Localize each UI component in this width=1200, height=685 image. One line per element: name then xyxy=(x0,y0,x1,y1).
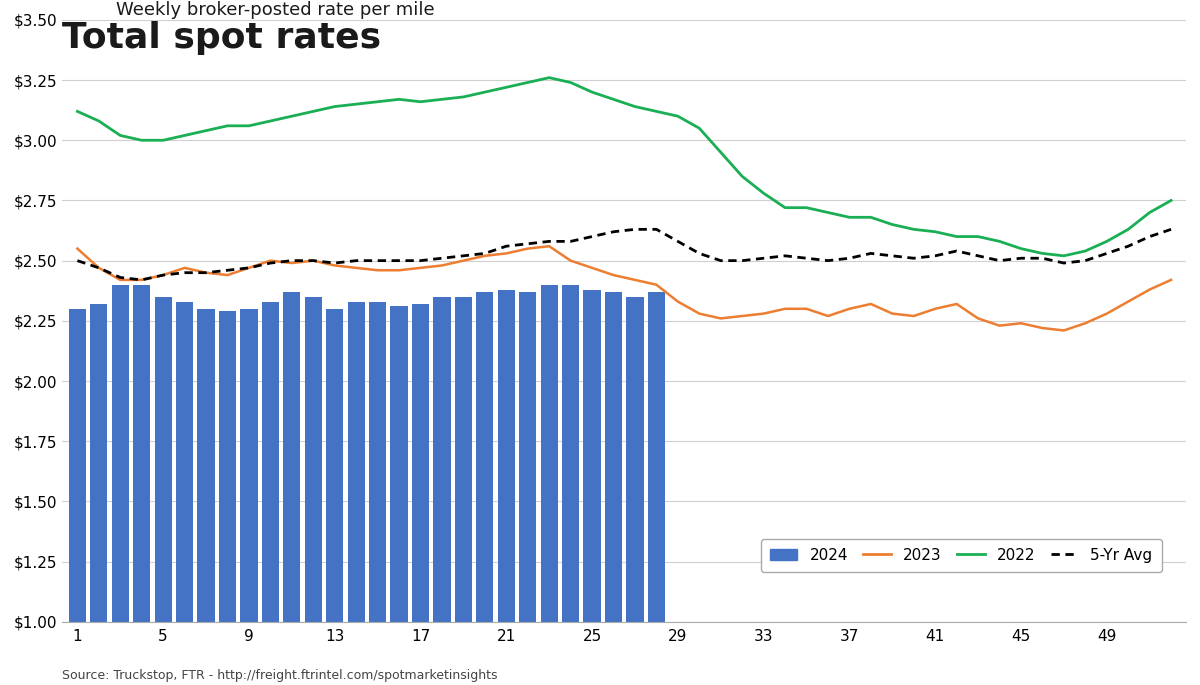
Bar xyxy=(68,309,86,622)
Bar xyxy=(283,292,300,622)
Bar xyxy=(326,309,343,622)
Bar xyxy=(520,292,536,622)
Text: Weekly broker-posted rate per mile: Weekly broker-posted rate per mile xyxy=(116,1,436,18)
Bar xyxy=(648,292,665,622)
Bar xyxy=(476,292,493,622)
Bar xyxy=(155,297,172,622)
Bar xyxy=(218,311,236,622)
Bar xyxy=(541,285,558,622)
Bar xyxy=(176,301,193,622)
Text: Source: Truckstop, FTR - http://freight.ftrintel.com/spotmarketinsights: Source: Truckstop, FTR - http://freight.… xyxy=(62,669,498,682)
Bar xyxy=(412,304,430,622)
Bar xyxy=(240,309,258,622)
Bar xyxy=(90,304,108,622)
Bar xyxy=(198,309,215,622)
Bar xyxy=(112,285,128,622)
Bar xyxy=(262,301,278,622)
Text: Total spot rates: Total spot rates xyxy=(62,21,382,55)
Bar xyxy=(433,297,450,622)
Bar xyxy=(133,285,150,622)
Bar xyxy=(583,290,601,622)
Bar xyxy=(605,292,622,622)
Bar xyxy=(348,301,365,622)
Bar xyxy=(455,297,472,622)
Bar xyxy=(498,290,515,622)
Bar xyxy=(562,285,580,622)
Bar xyxy=(390,306,408,622)
Bar xyxy=(370,301,386,622)
Bar xyxy=(305,297,322,622)
Bar xyxy=(626,297,643,622)
Legend: 2024, 2023, 2022, 5-Yr Avg: 2024, 2023, 2022, 5-Yr Avg xyxy=(761,538,1162,572)
